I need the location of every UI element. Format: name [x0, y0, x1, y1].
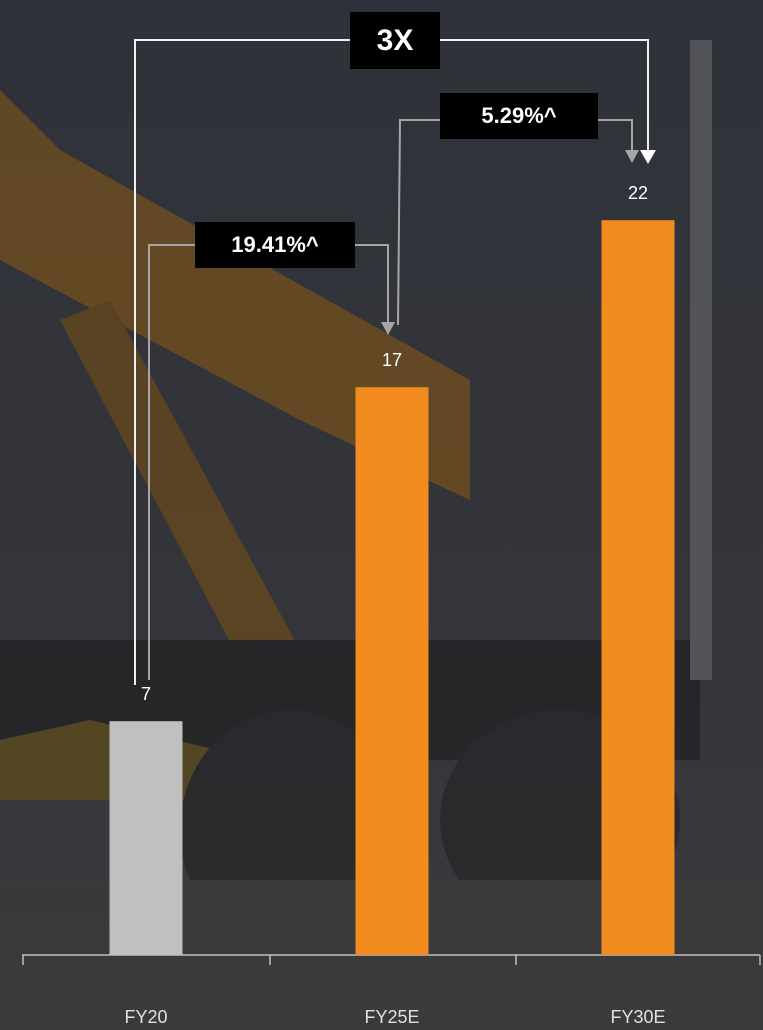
connectors [134, 39, 656, 685]
bar [355, 387, 429, 955]
value-label: 17 [382, 350, 402, 370]
bar [601, 220, 675, 955]
annotation: 5.29%^ [481, 103, 556, 128]
bar [109, 721, 183, 955]
x-tick-label: FY30E [610, 1007, 665, 1027]
x-axis-ticks [22, 955, 761, 965]
x-tick-label: FY20 [124, 1007, 167, 1027]
annotation-box [440, 93, 598, 139]
value-label: 7 [141, 684, 151, 704]
annotation-box [195, 222, 355, 268]
annotation: 19.41%^ [231, 232, 319, 257]
annotation-box [350, 12, 440, 69]
annotation: 3X [377, 24, 414, 57]
x-tick-label: FY25E [364, 1007, 419, 1027]
value-label: 22 [628, 183, 648, 203]
